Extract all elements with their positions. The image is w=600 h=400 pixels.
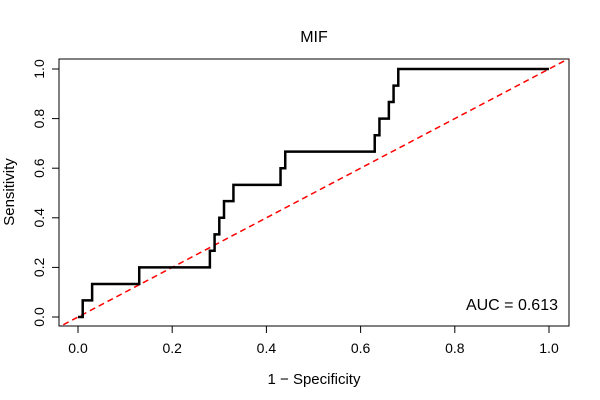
x-tick-label: 1.0 [539, 340, 559, 356]
x-tick-label: 0.8 [445, 340, 465, 356]
reference-diagonal-line [59, 59, 569, 326]
roc-curve-line [78, 67, 549, 319]
x-tick-label: 0.4 [257, 340, 277, 356]
x-axis-title: 1 − Specificity [268, 371, 361, 388]
y-tick-label: 0.0 [31, 307, 47, 327]
y-tick-label: 0.2 [31, 257, 47, 277]
x-tick-label: 0.0 [68, 340, 88, 356]
x-tick-label: 0.6 [351, 340, 371, 356]
x-axis: 0.0 0.2 0.4 0.6 0.8 1.0 [68, 325, 559, 356]
chart-title: MIF [300, 29, 328, 46]
y-tick-label: 0.4 [31, 208, 47, 228]
auc-annotation: AUC = 0.613 [466, 297, 558, 314]
y-tick-label: 1.0 [31, 59, 47, 79]
y-axis: 0.0 0.2 0.4 0.6 0.8 1.0 [31, 59, 60, 327]
y-tick-label: 0.6 [31, 158, 47, 178]
series-layer [59, 59, 569, 326]
y-axis-title: Sensitivity [1, 158, 18, 226]
y-tick-label: 0.8 [31, 109, 47, 129]
x-tick-label: 0.2 [162, 340, 182, 356]
